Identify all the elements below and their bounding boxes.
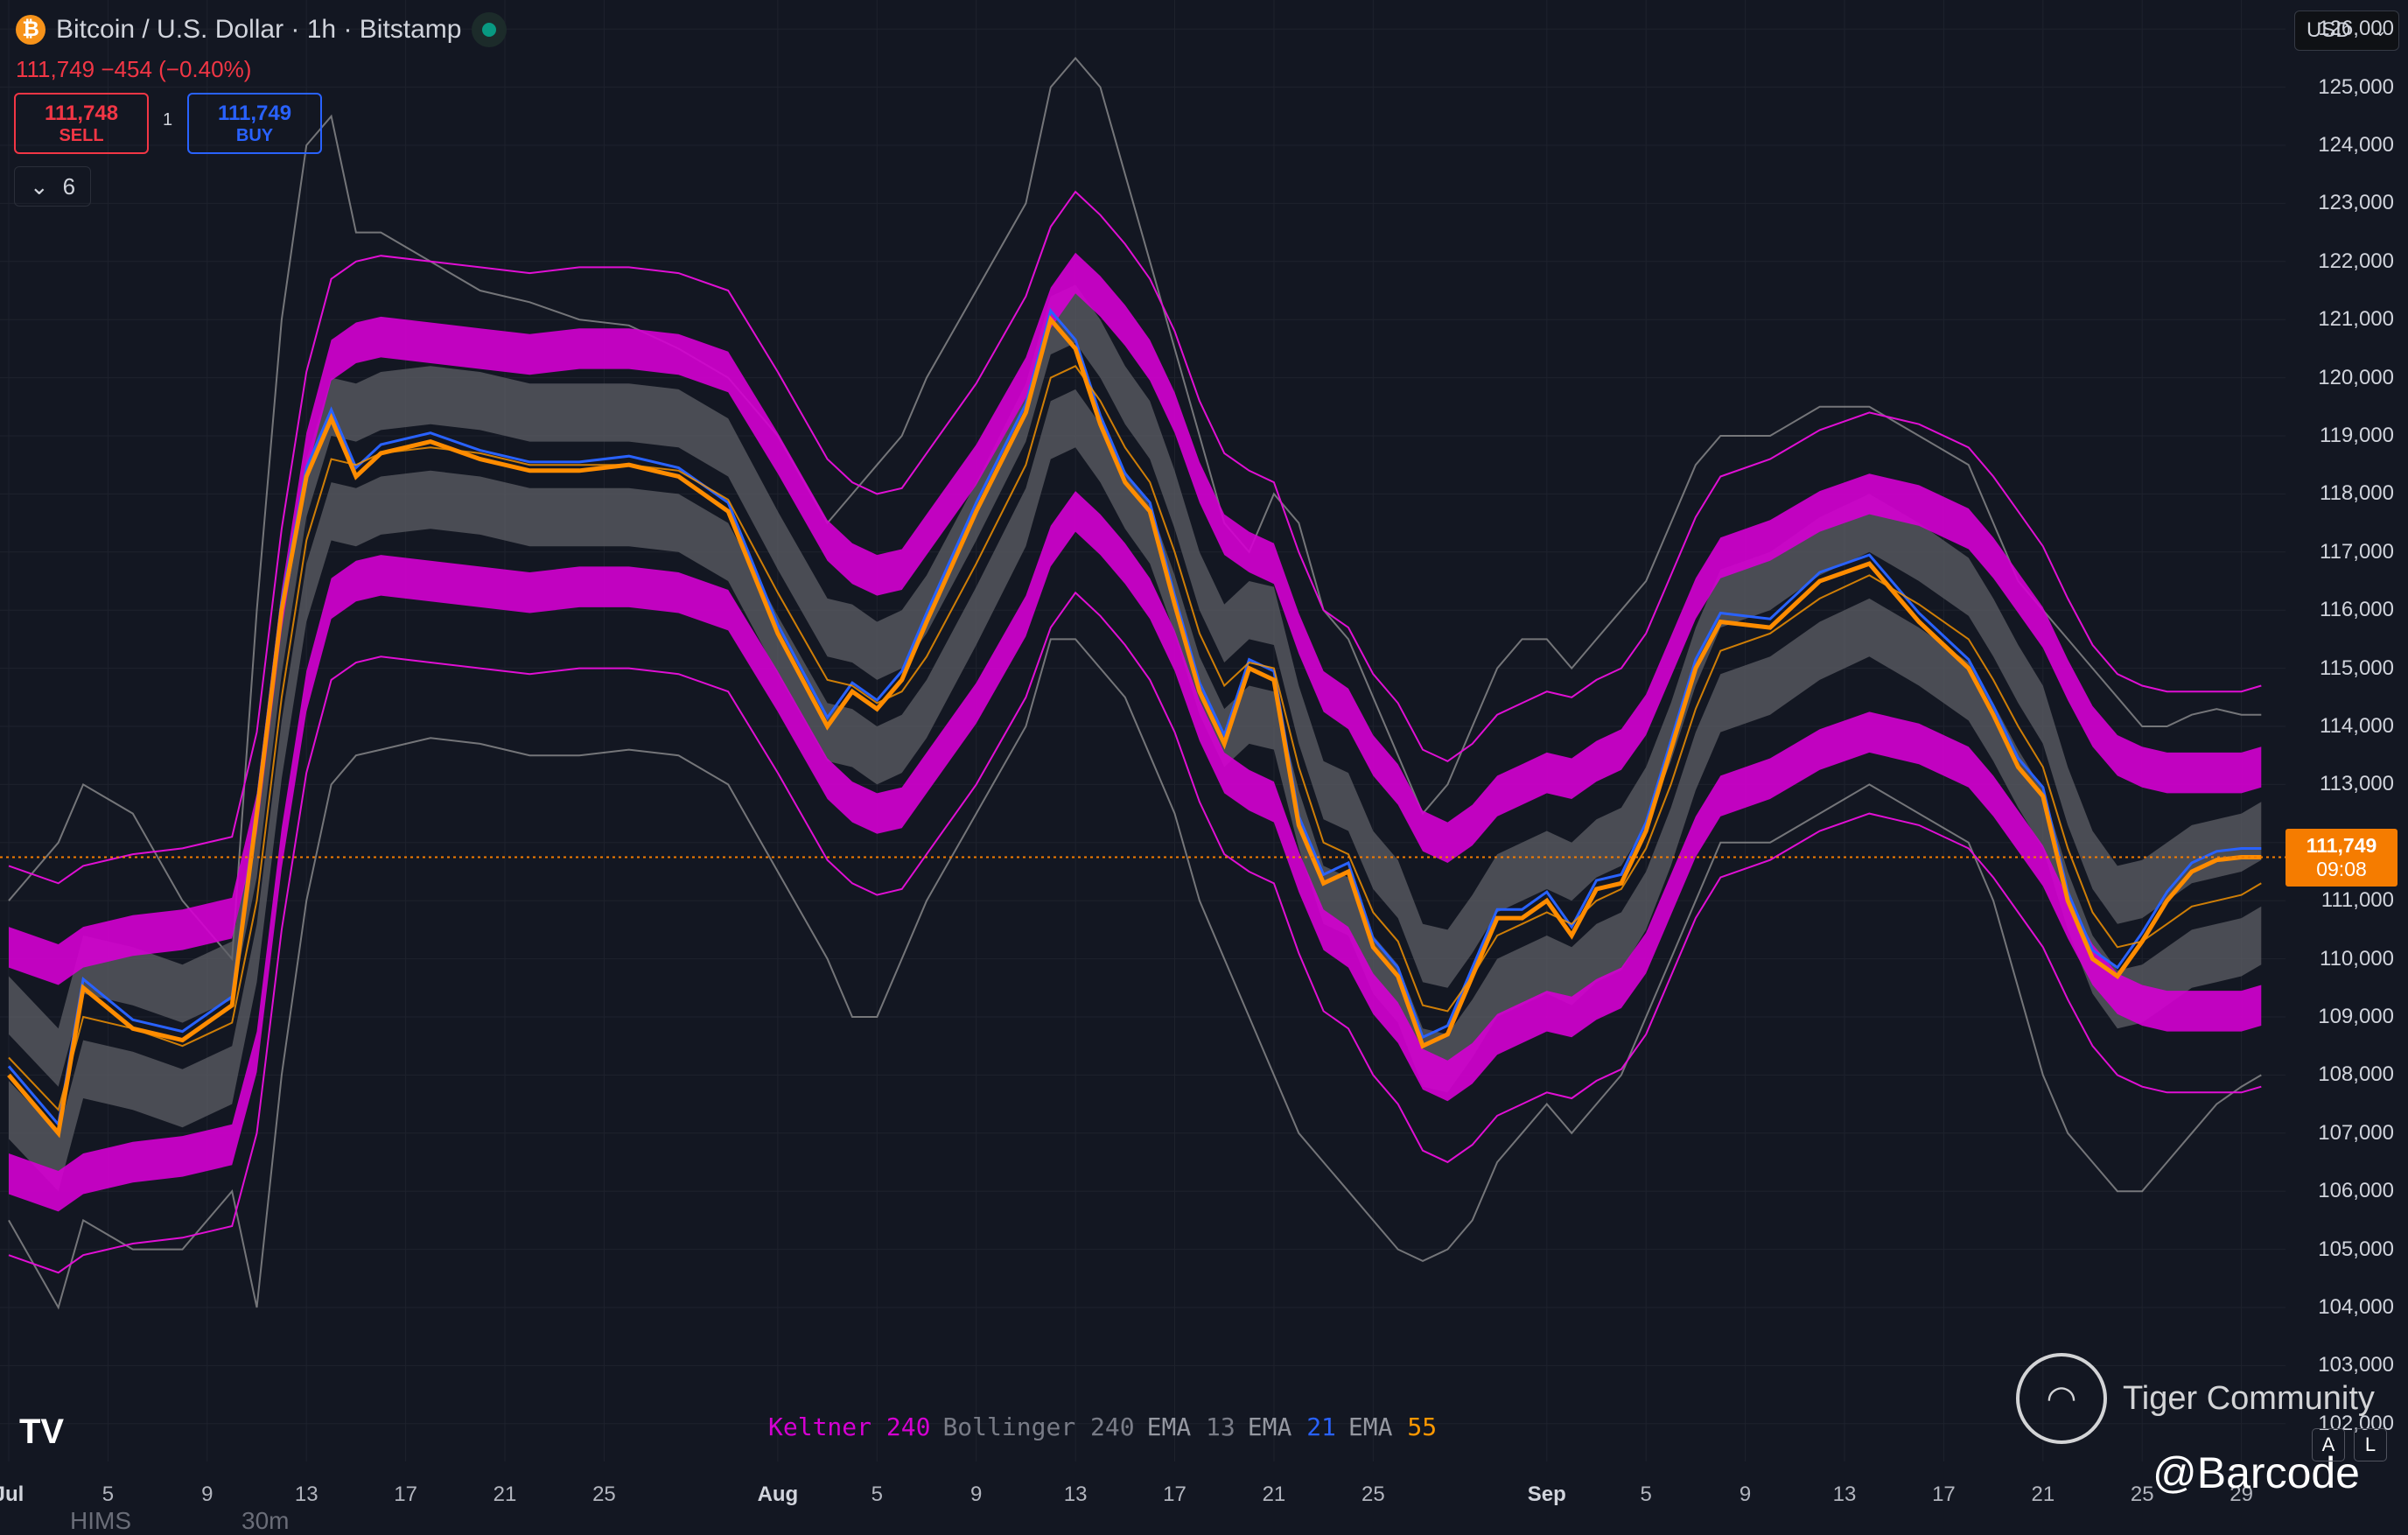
next-interval-label: 30m [242,1507,290,1534]
date-tick-label: Sep [1527,1482,1566,1506]
bar-countdown: 09:08 [2316,858,2367,881]
bollinger-upper-line [8,56,2262,962]
date-tick-label: 9 [201,1482,214,1506]
bitcoin-icon: ₿ [16,15,46,45]
price-tick-label: 126,000 [2318,17,2394,41]
date-tick-label: 5 [871,1482,883,1506]
sell-button[interactable]: 111,748 SELL [14,93,149,154]
last-price-value: 111,749 [2306,834,2377,858]
price-tick-label: 116,000 [2320,598,2394,622]
price-tick-label: 123,000 [2318,191,2394,215]
tradingview-logo-icon[interactable]: TV [19,1412,65,1451]
price-tick-label: 120,000 [2318,365,2394,389]
price-tick-label: 125,000 [2318,74,2394,99]
sell-price: 111,748 [44,101,119,125]
date-tick-label: 5 [1640,1482,1652,1506]
keltner-lower-band [9,491,2262,1212]
last-price-tag: 111,749 09:08 [2286,829,2398,887]
price-tick-label: 119,000 [2320,424,2394,447]
indicator-legend[interactable]: Keltner 240 Bollinger 240 EMA 13 EMA 21 … [768,1412,1437,1441]
legend-keltner[interactable]: Keltner 240 [768,1412,931,1441]
chart-grid [0,0,2286,1461]
date-tick-label: 13 [1832,1482,1857,1506]
ema-21-line [7,314,2262,1139]
price-tick-label: 122,000 [2318,249,2394,273]
date-tick-label: 17 [1163,1482,1186,1506]
indicator-count: 6 [62,172,76,200]
buy-label: BUY [235,125,274,145]
price-tick-label: 114,000 [2320,714,2394,738]
date-tick-label: 17 [1932,1482,1956,1506]
date-tick-label: 21 [1262,1482,1286,1506]
legend-ema-13[interactable]: EMA 13 [1146,1412,1236,1441]
legend-ema-21[interactable]: EMA 21 [1247,1412,1336,1441]
date-tick-label: Jul [0,1482,24,1506]
date-tick-label: 9 [1739,1482,1752,1506]
buy-price: 111,749 [217,101,292,125]
indicators-collapse-button[interactable]: ⌄ 6 [14,166,91,207]
keltner-channels [8,190,2262,1274]
community-name: Tiger Community [2123,1379,2375,1417]
date-tick-label: 25 [592,1482,616,1506]
next-symbol-label: HIMS [70,1507,131,1534]
chevron-down-icon: ⌄ [29,172,49,200]
order-quantity[interactable]: 1 [163,110,173,130]
price-tick-label: 115,000 [2320,655,2394,680]
price-tick-label: 109,000 [2318,1005,2394,1028]
price-tick-label: 117,000 [2320,539,2394,564]
tiger-community-watermark: ◠ Tiger Community [2016,1353,2375,1444]
log-scale-button[interactable]: L [2354,1428,2387,1461]
market-open-icon [472,12,508,47]
tiger-logo-icon: ◠ [2016,1353,2107,1444]
keltner-upper-band [9,252,2262,985]
price-tick-label: 105,000 [2318,1237,2394,1261]
chevron-down-icon: ⌄ [2373,21,2387,39]
price-tick-label: 107,000 [2318,1120,2394,1145]
date-tick-label: 13 [1063,1482,1088,1506]
price-tick-label: 124,000 [2318,133,2394,157]
sell-label: SELL [59,125,104,145]
price-tick-label: 111,000 [2320,888,2394,913]
date-tick-label: Aug [757,1482,799,1506]
date-tick-label: 21 [493,1482,517,1506]
bollinger-bands [8,56,2262,1310]
date-tick-label: 25 [2130,1482,2154,1506]
currency-label: USD [2306,18,2351,42]
keltner-outer-lower-line [8,591,2262,1274]
date-tick-label: 21 [2031,1482,2055,1506]
author-handle: @Barcode [2152,1448,2360,1497]
date-tick-label: 13 [294,1482,318,1506]
price-tick-label: 103,000 [2318,1353,2394,1377]
symbol-title[interactable]: Bitcoin / U.S. Dollar · 1h · Bitstamp [56,15,462,44]
date-tick-label: 25 [1361,1482,1385,1506]
currency-select[interactable]: USD ⌄ [2294,11,2399,51]
price-change: 111,749 −454 (−0.40%) [16,56,252,82]
price-tick-label: 113,000 [2320,772,2394,796]
symbol-header[interactable]: ₿ Bitcoin / U.S. Dollar · 1h · Bitstamp [16,12,508,47]
date-tick-label: 5 [102,1482,115,1506]
date-tick-label: 17 [394,1482,417,1506]
buy-button[interactable]: 111,749 BUY [187,93,322,154]
auto-scale-button[interactable]: A [2312,1428,2345,1461]
price-tick-label: 118,000 [2320,481,2394,506]
legend-ema-55[interactable]: EMA 55 [1348,1412,1438,1441]
keltner-outer-upper-line [8,190,2262,885]
ema-55-line [8,365,2262,1112]
legend-bollinger[interactable]: Bollinger 240 [942,1412,1135,1441]
price-tick-label: 104,000 [2318,1295,2394,1319]
price-tick-label: 106,000 [2318,1179,2394,1203]
date-tick-label: 29 [2230,1482,2253,1506]
price-tick-label: 121,000 [2318,307,2394,332]
price-tick-label: 108,000 [2318,1062,2394,1087]
ema-lines [7,308,2262,1139]
price-tick-label: 110,000 [2320,946,2394,971]
date-tick-label: 9 [970,1482,983,1506]
